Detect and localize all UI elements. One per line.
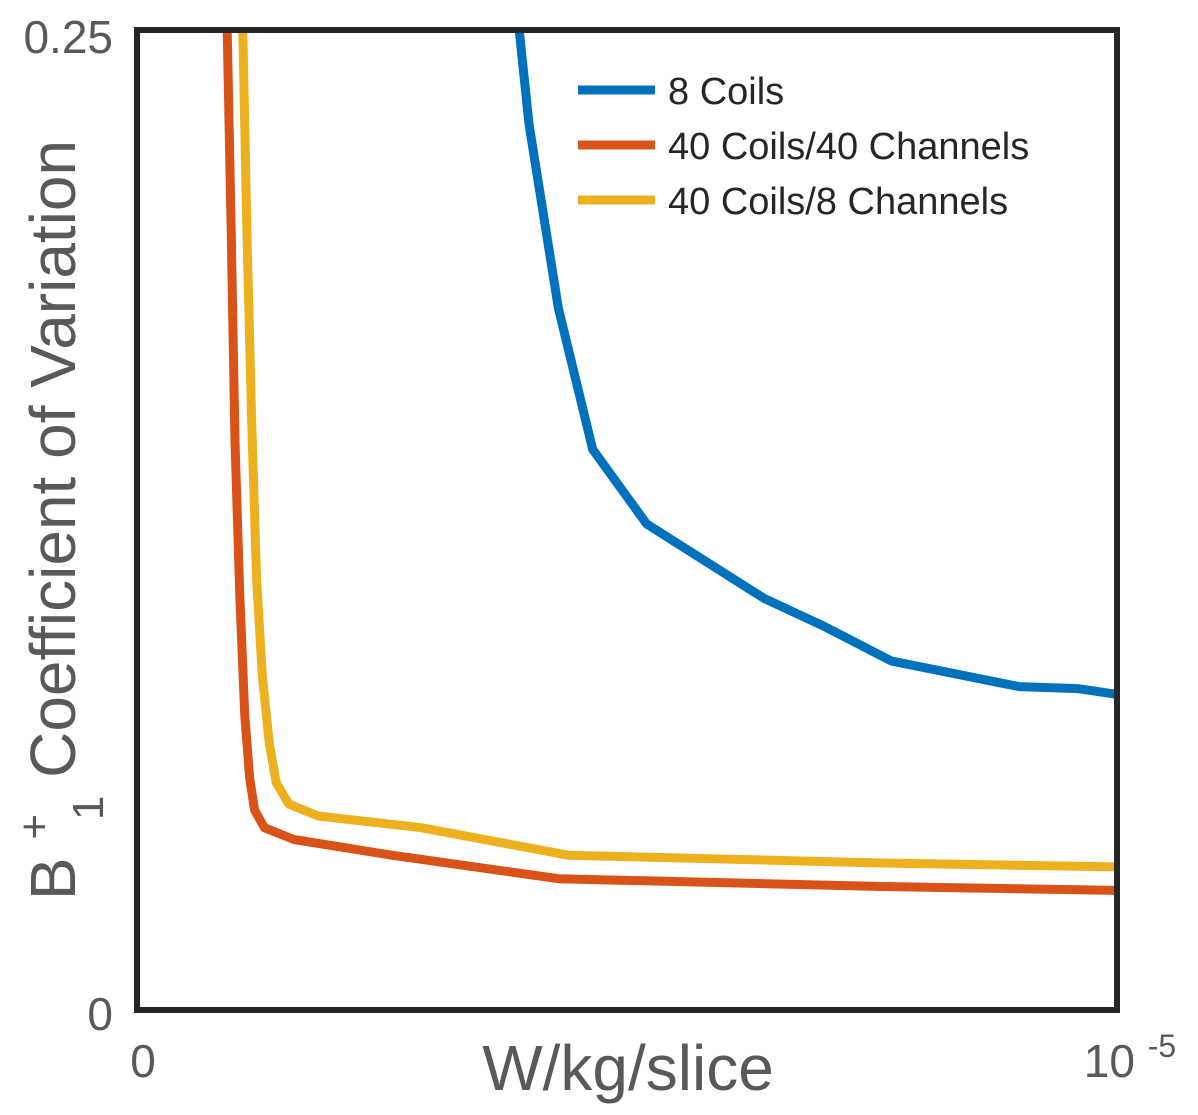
x-tick-label-max-base: 10 bbox=[1084, 1035, 1135, 1087]
legend-label-3: 40 Coils/8 Channels bbox=[668, 181, 1008, 223]
x-axis-title: W/kg/slice bbox=[482, 1032, 774, 1104]
series-layer bbox=[222, 29, 1118, 895]
x-tick-label-min: 0 bbox=[130, 1035, 156, 1087]
y-tick-label-min: 0 bbox=[87, 988, 113, 1040]
legend-label-2: 40 Coils/40 Channels bbox=[668, 126, 1029, 168]
svg-text:B + 1 Coeff: B + 1 Coefficient of Variation bbox=[0, 140, 117, 900]
legend: 8 Coils 40 Coils/40 Channels 40 Coils/8 Ch… bbox=[578, 71, 1029, 223]
series-line-3 bbox=[238, 29, 1118, 872]
x-tick-label-max: 10 -5 bbox=[1084, 1028, 1176, 1087]
y-axis-title-base: B bbox=[17, 857, 89, 900]
legend-label-1: 8 Coils bbox=[668, 71, 784, 113]
y-axis-title-superscript: + bbox=[10, 814, 59, 840]
plot-area-frame bbox=[134, 27, 1120, 1013]
series-line-2 bbox=[222, 29, 1118, 895]
y-axis-title-subscript: 1 bbox=[64, 796, 113, 820]
series-line-1 bbox=[514, 29, 1118, 699]
y-axis-title-rest: Coefficient of Variation bbox=[17, 140, 89, 778]
y-tick-label-max: 0.25 bbox=[23, 11, 113, 63]
y-axis-title: B + 1 Coefficient of Variation bbox=[0, 140, 117, 900]
x-tick-label-max-exponent: -5 bbox=[1148, 1028, 1176, 1064]
